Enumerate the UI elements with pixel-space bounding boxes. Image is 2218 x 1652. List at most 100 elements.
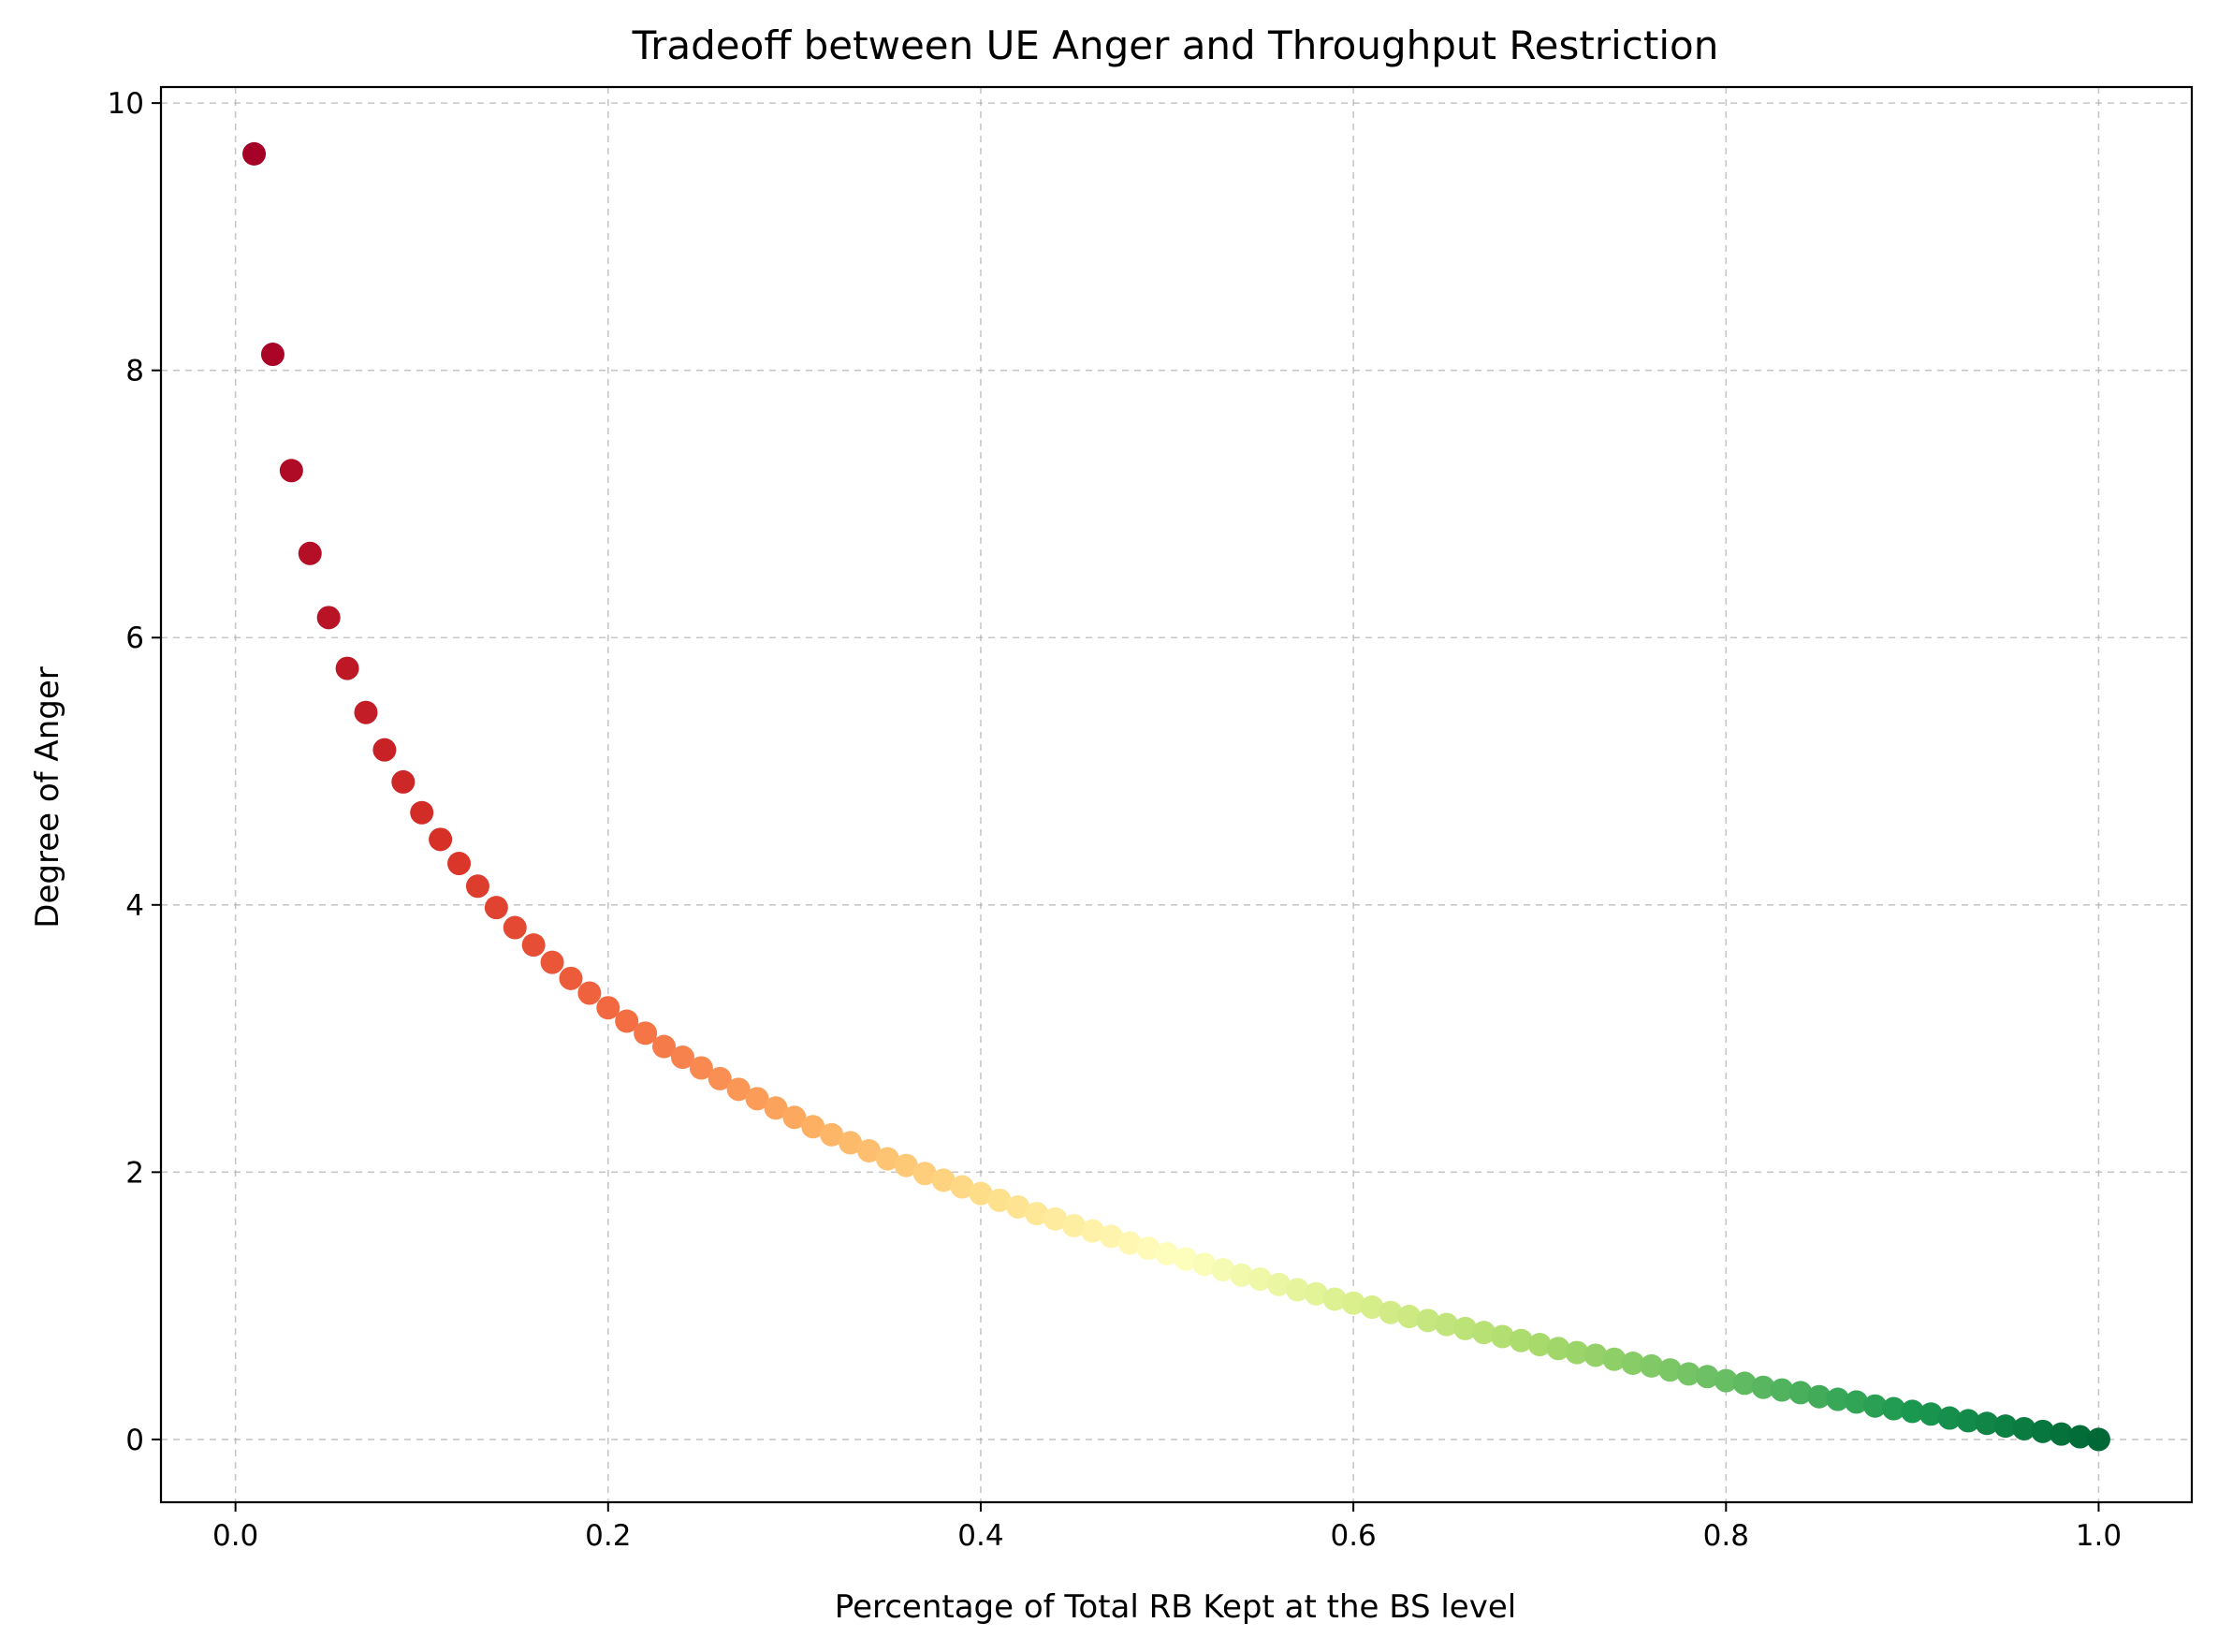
data-point	[745, 1087, 769, 1111]
data-point	[1322, 1287, 1347, 1311]
data-point	[1248, 1267, 1273, 1292]
data-point	[2050, 1422, 2074, 1446]
data-point	[540, 950, 564, 974]
y-tick-label: 2	[125, 1156, 144, 1190]
data-point	[1956, 1409, 1980, 1433]
data-point	[316, 606, 341, 630]
y-tick-label: 10	[108, 87, 144, 121]
data-point	[931, 1168, 956, 1192]
y-tick-label: 0	[125, 1424, 144, 1457]
data-point	[1416, 1308, 1440, 1333]
data-point	[596, 996, 620, 1020]
data-point	[1211, 1258, 1235, 1282]
data-point	[1136, 1236, 1160, 1261]
data-point	[2012, 1416, 2036, 1440]
data-point	[1304, 1281, 1328, 1306]
grid-lines	[161, 87, 2192, 1502]
data-point	[1640, 1353, 1664, 1378]
data-point	[875, 1147, 899, 1171]
data-point	[1099, 1224, 1123, 1249]
data-point	[1025, 1202, 1049, 1226]
data-point	[260, 343, 285, 367]
data-point	[708, 1066, 732, 1090]
data-point	[465, 874, 489, 899]
data-point	[1751, 1375, 1775, 1399]
data-point	[2031, 1419, 2055, 1443]
y-axis-ticks: 0 2 4 6 8 10	[108, 87, 161, 1457]
data-point	[670, 1045, 694, 1070]
data-point	[484, 896, 508, 920]
data-point	[1192, 1252, 1217, 1277]
data-point	[801, 1115, 825, 1139]
data-point	[1043, 1206, 1068, 1231]
data-point	[391, 769, 416, 794]
data-point	[1174, 1247, 1198, 1271]
data-point	[1937, 1406, 1962, 1430]
data-point	[1006, 1194, 1030, 1219]
data-point	[1546, 1337, 1570, 1361]
data-point	[820, 1122, 844, 1147]
data-point	[1602, 1347, 1627, 1371]
y-axis-label: Degree of Anger	[29, 666, 66, 928]
data-point	[689, 1056, 713, 1080]
data-point	[1230, 1263, 1254, 1287]
plot-area-frame	[159, 85, 2194, 1504]
data-point	[1527, 1333, 1552, 1357]
y-tick-label: 4	[125, 889, 144, 923]
data-point	[1379, 1300, 1403, 1324]
data-point	[950, 1175, 974, 1199]
data-point	[2086, 1427, 2110, 1452]
x-tick-label: 0.4	[957, 1519, 1003, 1553]
data-point	[559, 966, 583, 990]
data-point	[242, 141, 267, 166]
data-point	[1117, 1231, 1142, 1255]
data-point	[1714, 1368, 1738, 1393]
data-point	[1993, 1414, 2018, 1439]
chart-title: Tradeoff between UE Anger and Throughput…	[632, 22, 1719, 68]
data-point	[764, 1096, 788, 1120]
scatter-points	[242, 141, 2110, 1452]
data-point	[1453, 1316, 1478, 1340]
data-point	[1900, 1399, 1924, 1424]
data-point	[1807, 1384, 1831, 1409]
data-point	[354, 700, 378, 724]
data-point	[335, 656, 359, 680]
data-point	[429, 827, 453, 852]
data-point	[987, 1188, 1012, 1212]
data-point	[298, 541, 322, 565]
y-tick-label: 6	[125, 621, 144, 655]
data-point	[1975, 1411, 1999, 1436]
data-point	[1732, 1371, 1757, 1396]
data-point	[1658, 1358, 1683, 1382]
data-point	[969, 1181, 993, 1206]
data-point	[1080, 1219, 1104, 1243]
data-point	[2068, 1425, 2093, 1449]
data-point	[912, 1162, 937, 1186]
data-point	[1285, 1278, 1309, 1302]
data-point	[615, 1009, 639, 1033]
data-point	[447, 852, 472, 876]
data-point	[1341, 1291, 1365, 1315]
data-point	[782, 1105, 807, 1130]
data-point	[1695, 1365, 1719, 1389]
data-point	[1676, 1362, 1700, 1386]
data-point	[839, 1131, 863, 1155]
data-point	[1062, 1213, 1087, 1237]
data-point	[577, 981, 602, 1005]
x-tick-label: 0.0	[212, 1519, 258, 1553]
data-point	[1266, 1272, 1291, 1296]
x-tick-label: 0.8	[1703, 1519, 1749, 1553]
data-point	[1788, 1381, 1813, 1405]
data-point	[1435, 1312, 1459, 1337]
data-point	[1490, 1324, 1514, 1349]
data-point	[1770, 1378, 1794, 1402]
data-point	[410, 800, 434, 825]
data-point	[1881, 1396, 1905, 1421]
data-point	[894, 1153, 918, 1177]
data-point	[521, 933, 546, 958]
data-point	[1919, 1402, 1943, 1426]
data-point	[1583, 1343, 1608, 1367]
data-point	[279, 459, 303, 483]
